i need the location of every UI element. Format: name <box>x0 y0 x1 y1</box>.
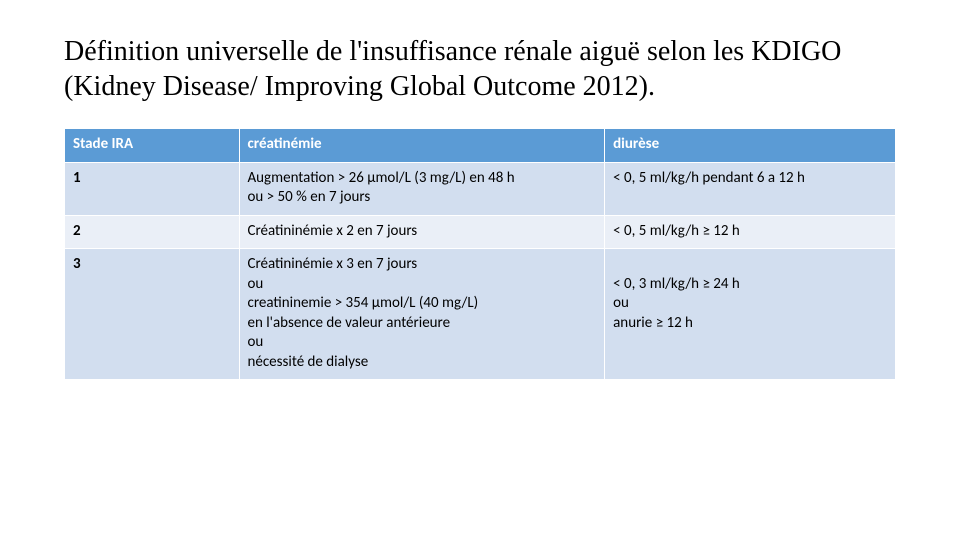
cell-stade: 2 <box>65 215 240 249</box>
slide: Définition universelle de l'insuffisance… <box>0 0 960 540</box>
cell-creatinemie: Augmentation > 26 µmol/L (3 mg/L) en 48 … <box>239 162 605 215</box>
table-row: 1 Augmentation > 26 µmol/L (3 mg/L) en 4… <box>65 162 896 215</box>
cell-stade: 3 <box>65 249 240 380</box>
cell-creatinemie: Créatininémie x 2 en 7 jours <box>239 215 605 249</box>
col-header-creatinemie: créatinémie <box>239 129 605 163</box>
col-header-stade: Stade IRA <box>65 129 240 163</box>
cell-diurese: < 0, 5 ml/kg/h ≥ 12 h <box>605 215 896 249</box>
table-header-row: Stade IRA créatinémie diurèse <box>65 129 896 163</box>
cell-diurese: < 0, 3 ml/kg/h ≥ 24 houanurie ≥ 12 h <box>605 249 896 380</box>
page-title: Définition universelle de l'insuffisance… <box>64 34 896 104</box>
col-header-diurese: diurèse <box>605 129 896 163</box>
cell-stade: 1 <box>65 162 240 215</box>
cell-creatinemie: Créatininémie x 3 en 7 joursoucreatinine… <box>239 249 605 380</box>
table-row: 2 Créatininémie x 2 en 7 jours < 0, 5 ml… <box>65 215 896 249</box>
cell-diurese: < 0, 5 ml/kg/h pendant 6 a 12 h <box>605 162 896 215</box>
table-row: 3 Créatininémie x 3 en 7 joursoucreatini… <box>65 249 896 380</box>
kdigo-table: Stade IRA créatinémie diurèse 1 Augmenta… <box>64 128 896 380</box>
